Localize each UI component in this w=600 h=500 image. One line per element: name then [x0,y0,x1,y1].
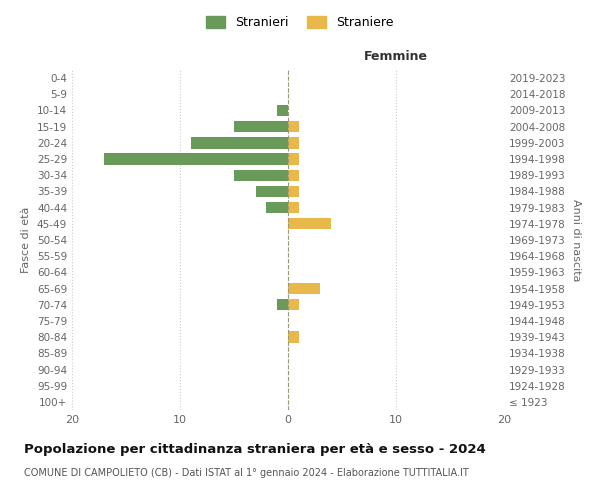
Bar [277,105,288,116]
Bar [266,202,288,213]
Bar [288,332,299,343]
Bar [288,137,299,148]
Bar [288,121,299,132]
Y-axis label: Anni di nascita: Anni di nascita [571,198,581,281]
Text: COMUNE DI CAMPOLIETO (CB) - Dati ISTAT al 1° gennaio 2024 - Elaborazione TUTTITA: COMUNE DI CAMPOLIETO (CB) - Dati ISTAT a… [24,468,469,477]
Legend: Stranieri, Straniere: Stranieri, Straniere [202,11,398,34]
Bar [288,299,299,310]
Text: Popolazione per cittadinanza straniera per età e sesso - 2024: Popolazione per cittadinanza straniera p… [24,442,486,456]
Bar [234,121,288,132]
Bar [288,283,320,294]
Bar [256,186,288,197]
Y-axis label: Fasce di età: Fasce di età [22,207,31,273]
Bar [288,218,331,230]
Bar [277,299,288,310]
Bar [191,137,288,148]
Bar [288,170,299,181]
Bar [288,202,299,213]
Bar [234,170,288,181]
Bar [288,154,299,164]
Text: Femmine: Femmine [364,50,428,63]
Bar [104,154,288,164]
Bar [288,186,299,197]
